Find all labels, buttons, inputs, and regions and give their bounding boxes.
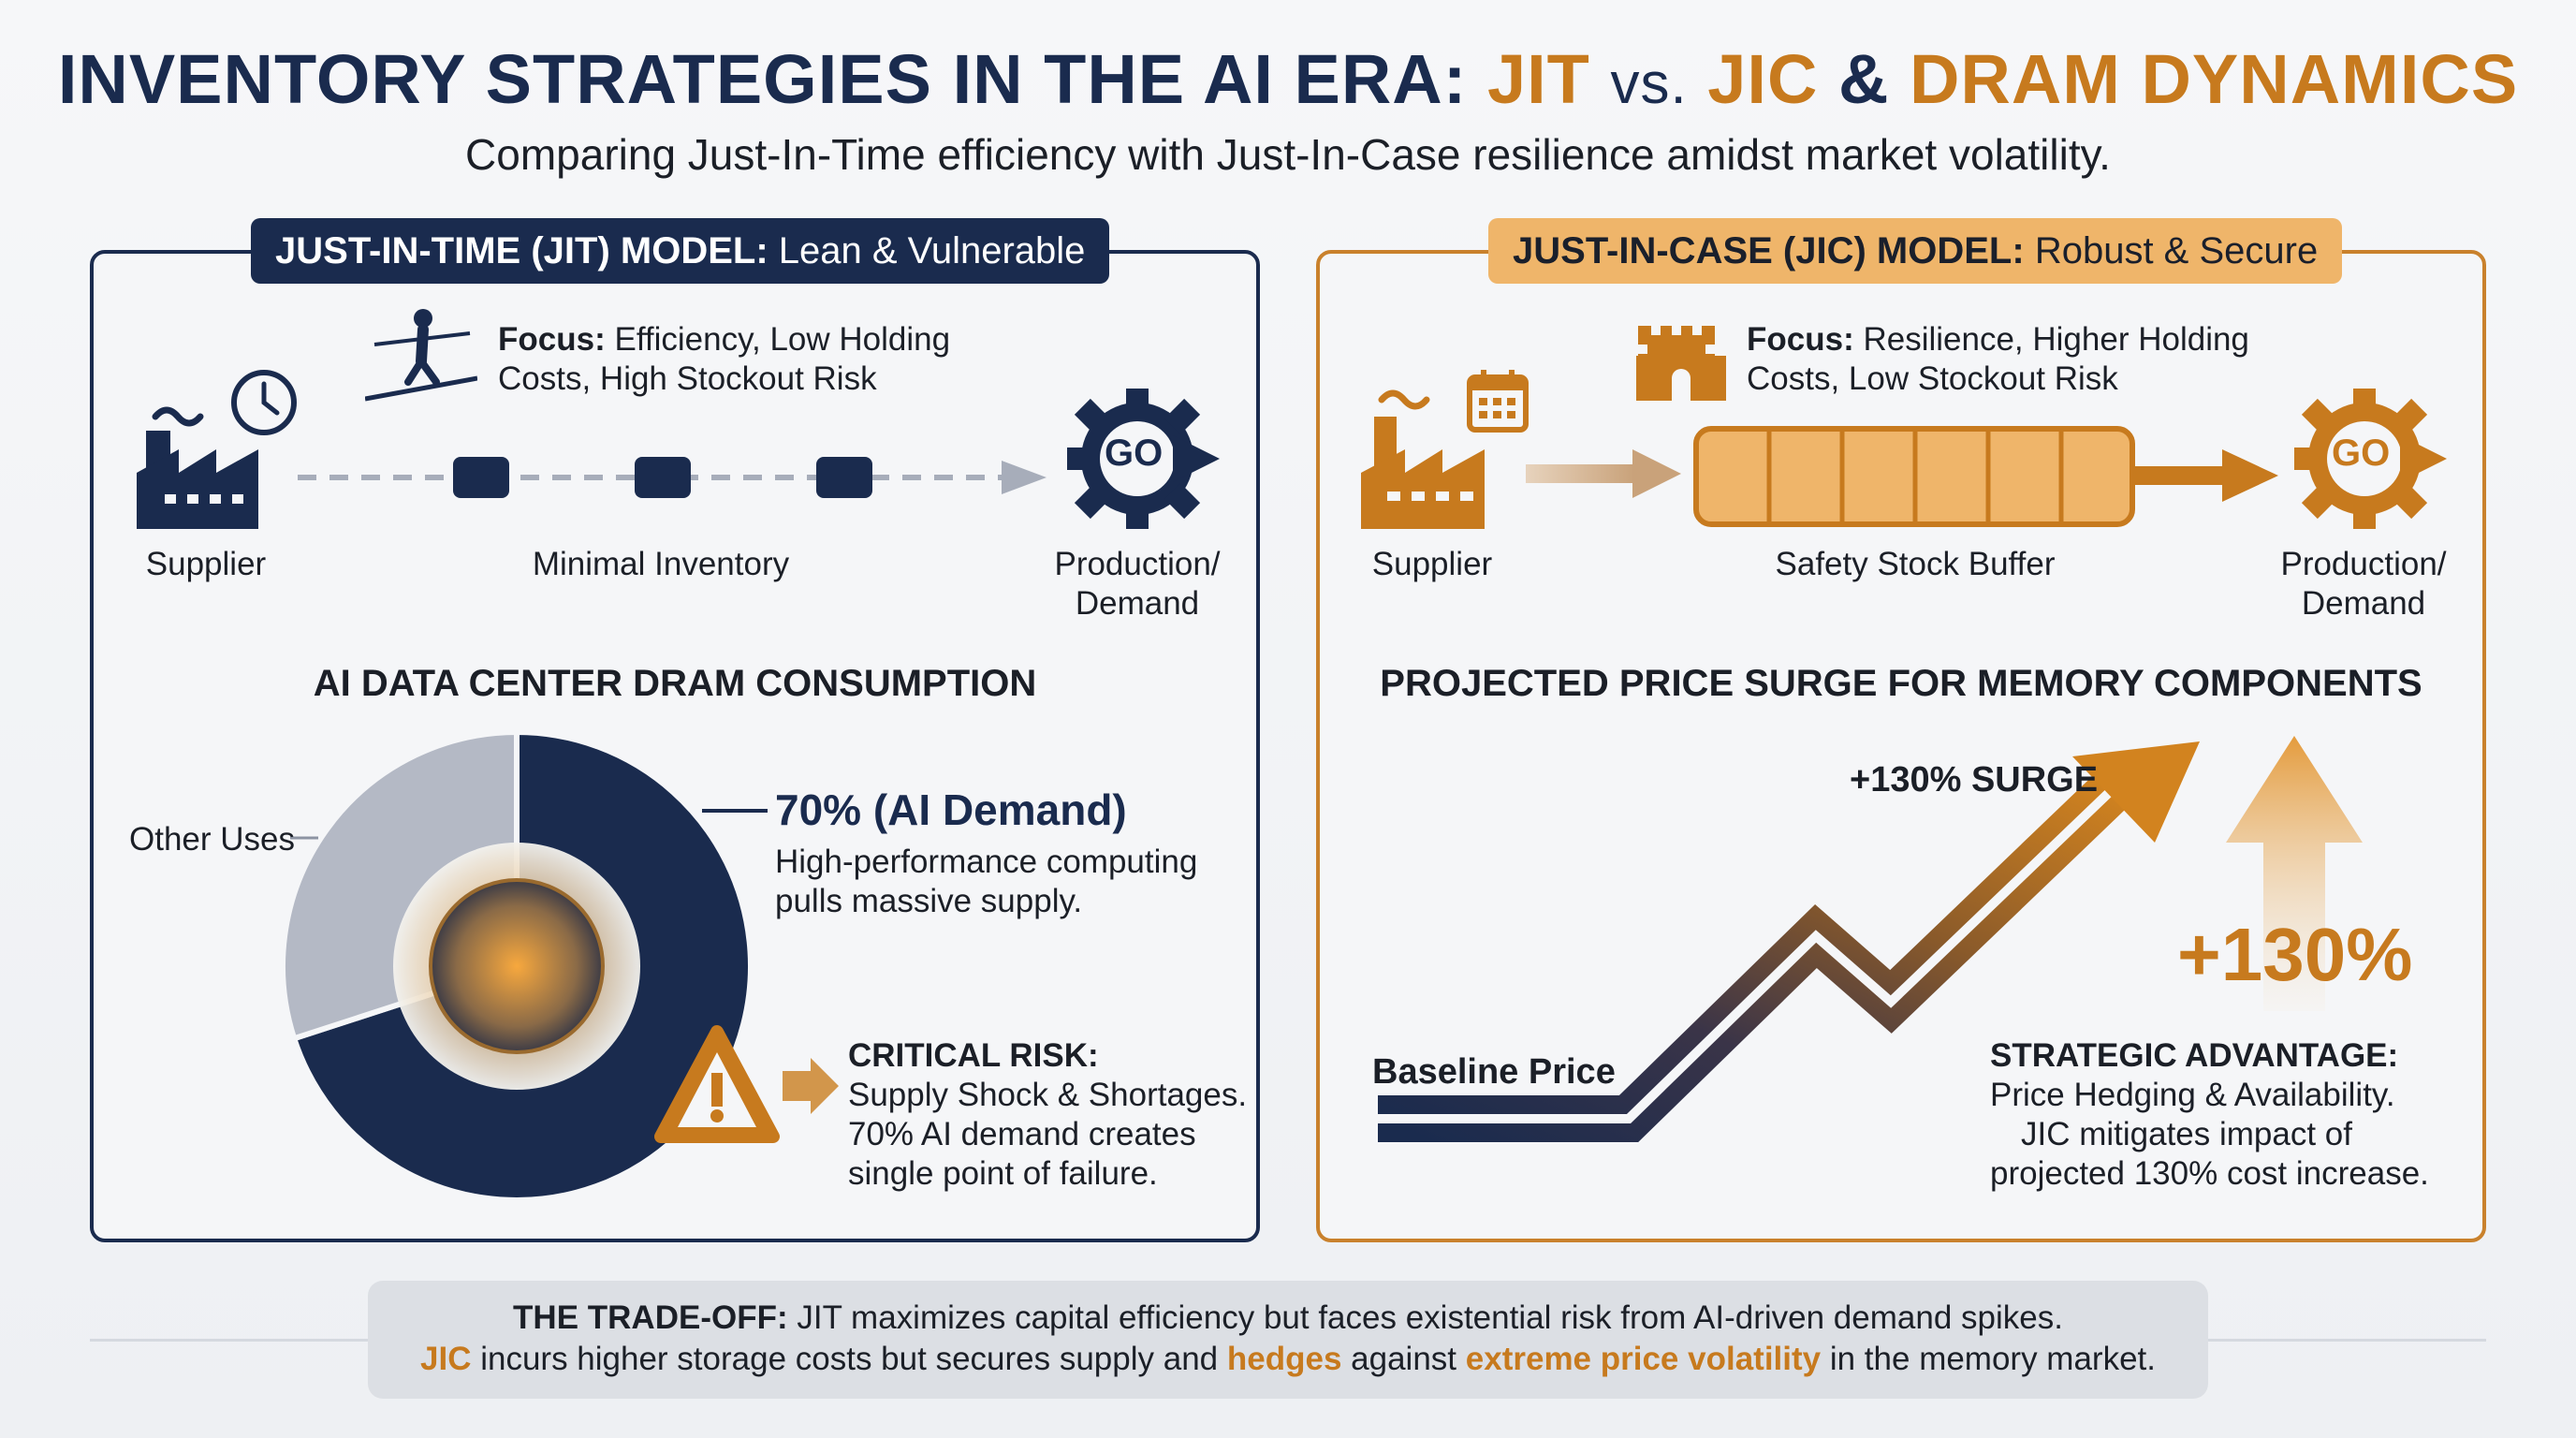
price-surge-arrow xyxy=(1378,741,2200,1142)
critical-risk-heading: CRITICAL RISK: xyxy=(848,1037,1099,1074)
jit-production-line1: Production/ xyxy=(1054,546,1221,582)
jic-supplier-label: Supplier xyxy=(1371,546,1493,582)
output-arrow xyxy=(2132,466,2226,485)
jit-middle-label: Minimal Inventory xyxy=(532,546,790,582)
jit-badge-rest: Lean & Vulnerable xyxy=(778,230,1086,271)
factory-calendar-icon xyxy=(1361,370,1529,529)
donut-core xyxy=(429,878,605,1054)
supply-arrow xyxy=(1526,464,1634,483)
jic-focus-line2: Costs, Low Stockout Risk xyxy=(1747,360,2118,397)
jic-badge: JUST-IN-CASE (JIC) MODEL: Robust & Secur… xyxy=(1488,218,2343,284)
footer-jic: JIC xyxy=(420,1341,472,1377)
tightrope-walker-icon xyxy=(365,309,477,402)
jic-flow-diagram xyxy=(1526,426,2278,527)
strategic-advantage-line3: projected 130% cost increase. xyxy=(1990,1155,2429,1192)
jic-focus-label: Focus: xyxy=(1747,321,1854,358)
jic-focus-line1: Resilience, Higher Holding xyxy=(1863,321,2249,358)
footer-line1-text: JIT maximizes capital efficiency but fac… xyxy=(797,1299,2063,1336)
footer-line2-b: against xyxy=(1351,1341,1457,1377)
pie-label-other-uses: Other Uses xyxy=(129,821,295,858)
jit-go-text: GO xyxy=(1105,433,1164,474)
baseline-price-label: Baseline Price xyxy=(1372,1052,1616,1092)
jit-badge-bold: JUST-IN-TIME (JIT) MODEL: xyxy=(275,230,768,271)
title-part1: INVENTORY STRATEGIES IN THE AI ERA: xyxy=(57,40,1468,118)
jit-flow-diagram xyxy=(298,457,1046,498)
jit-focus-line2: Costs, High Stockout Risk xyxy=(498,360,877,397)
title-amp: & xyxy=(1837,40,1890,118)
inventory-box xyxy=(453,457,509,498)
inventory-box xyxy=(635,457,691,498)
inventory-box xyxy=(816,457,872,498)
jic-production-line1: Production/ xyxy=(2280,546,2447,582)
jic-focus: Focus: Resilience, Higher Holding Costs,… xyxy=(1747,320,2249,399)
footer-line1: THE TRADE-OFF: JIT maximizes capital eff… xyxy=(368,1298,2208,1339)
ai-demand-line1: High-performance computing xyxy=(775,844,1198,880)
jic-chart-title: PROJECTED PRICE SURGE FOR MEMORY COMPONE… xyxy=(1380,663,2422,704)
jic-badge-bold: JUST-IN-CASE (JIC) MODEL: xyxy=(1513,230,2025,271)
jic-badge-rest: Robust & Secure xyxy=(2034,230,2319,271)
jic-production-line2: Demand xyxy=(2301,585,2426,622)
surge-percent: +130% xyxy=(2177,913,2413,996)
jit-focus-label: Focus: xyxy=(498,321,606,358)
strategic-advantage-block: STRATEGIC ADVANTAGE: Price Hedging & Ava… xyxy=(1990,1036,2429,1194)
jic-production-label: Production/ Demand xyxy=(2256,545,2471,624)
jit-supplier-label: Supplier xyxy=(145,546,267,582)
pie-label-ai-demand: 70% (AI Demand) xyxy=(775,785,1127,834)
title-jit: JIT xyxy=(1486,40,1590,118)
jit-production-line2: Demand xyxy=(1075,585,1200,622)
footer-line2-a: incurs higher storage costs but secures … xyxy=(480,1341,1219,1377)
jic-go-gear-icon xyxy=(2294,389,2447,529)
warning-icon xyxy=(654,1025,839,1143)
title-vs: vs. xyxy=(1610,51,1688,116)
jic-middle-label: Safety Stock Buffer xyxy=(1775,546,2056,582)
strategic-advantage-line2: JIC mitigates impact of xyxy=(2021,1116,2352,1152)
supply-arrowhead xyxy=(1632,449,1681,498)
page-title: INVENTORY STRATEGIES IN THE AI ERA: JIT … xyxy=(0,39,2576,119)
jit-focus: Focus: Efficiency, Low Holding Costs, Hi… xyxy=(498,320,950,399)
critical-risk-block: CRITICAL RISK: Supply Shock & Shortages.… xyxy=(848,1036,1247,1194)
dram-donut-chart xyxy=(280,728,754,1203)
trade-off-footer: THE TRADE-OFF: JIT maximizes capital eff… xyxy=(368,1281,2208,1399)
page-subtitle: Comparing Just-In-Time efficiency with J… xyxy=(465,130,2111,179)
jit-chart-title: AI DATA CENTER DRAM CONSUMPTION xyxy=(313,663,1037,704)
footer-volatility: extreme price volatility xyxy=(1465,1341,1822,1377)
jit-go-gear-icon xyxy=(1067,389,1220,529)
title-part2: DRAM DYNAMICS xyxy=(1909,40,2519,118)
factory-clock-icon xyxy=(137,370,297,529)
ai-demand-description: High-performance computing pulls massive… xyxy=(775,843,1197,921)
footer-trade-off-label: THE TRADE-OFF: xyxy=(513,1299,788,1336)
jit-production-label: Production/ Demand xyxy=(1030,545,1245,624)
surge-label: +130% SURGE xyxy=(1850,760,2099,800)
strategic-advantage-heading: STRATEGIC ADVANTAGE: xyxy=(1990,1037,2399,1074)
risk-arrow xyxy=(783,1058,839,1114)
surge-arrowhead xyxy=(2072,741,2200,843)
flow-arrowhead xyxy=(1002,461,1046,494)
footer-line2-c: in the memory market. xyxy=(1829,1341,2156,1377)
critical-risk-line2: 70% AI demand creates xyxy=(848,1116,1196,1152)
pie-leader-lines xyxy=(290,809,768,840)
critical-risk-line1: Supply Shock & Shortages. xyxy=(848,1077,1248,1113)
footer-line2: JIC incurs higher storage costs but secu… xyxy=(368,1339,2208,1380)
jic-go-text: GO xyxy=(2332,433,2391,474)
jit-focus-line1: Efficiency, Low Holding xyxy=(614,321,951,358)
jit-badge: JUST-IN-TIME (JIT) MODEL: Lean & Vulnera… xyxy=(251,218,1110,284)
castle-icon xyxy=(1636,326,1726,401)
ai-demand-line2: pulls massive supply. xyxy=(775,883,1083,919)
strategic-advantage-line1: Price Hedging & Availability. xyxy=(1990,1077,2395,1113)
title-jic: JIC xyxy=(1707,40,1819,118)
output-arrowhead xyxy=(2222,449,2278,502)
critical-risk-line3: single point of failure. xyxy=(848,1155,1158,1192)
footer-hedges: hedges xyxy=(1226,1341,1342,1377)
up-arrow-icon xyxy=(2226,736,2363,1011)
